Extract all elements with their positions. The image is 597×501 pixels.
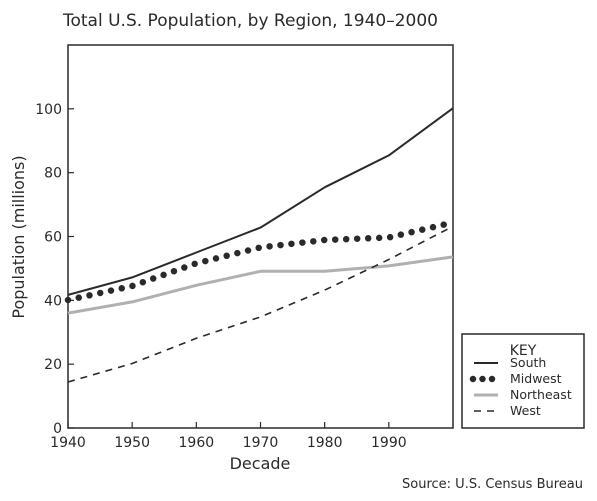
legend-label-south: South [510, 355, 546, 370]
y-tick-label: 40 [44, 293, 62, 309]
y-tick-label: 100 [35, 102, 62, 118]
x-axis-label: Decade [230, 454, 291, 473]
series-line-northeast [67, 255, 454, 315]
x-tick-label: 1940 [50, 435, 86, 451]
series-line-west [67, 225, 454, 383]
series-line-south [67, 107, 454, 296]
x-axis: 1940 1950 1960 1970 1980 1990 [50, 422, 407, 451]
y-tick-label: 60 [44, 230, 62, 246]
y-axis-label: Population (millions) [9, 155, 28, 318]
chart-title: Total U.S. Population, by Region, 1940–2… [62, 11, 438, 31]
y-tick-label: 80 [44, 166, 62, 182]
y-axis: 0 20 40 60 80 100 [35, 102, 74, 437]
y-tick-label: 0 [53, 421, 62, 437]
legend-label-west: West [510, 403, 541, 418]
plot-frame [67, 44, 454, 429]
x-tick-label: 1980 [307, 435, 343, 451]
legend-label-midwest: Midwest [510, 371, 562, 386]
y-tick-label: 20 [44, 357, 62, 373]
x-tick-label: 1970 [243, 435, 279, 451]
x-tick-label: 1960 [179, 435, 215, 451]
x-tick-label: 1990 [371, 435, 407, 451]
series-line-midwest [64, 219, 457, 304]
plot-area [64, 44, 457, 429]
source-note: Source: U.S. Census Bureau [402, 477, 583, 492]
legend-title: KEY [510, 343, 537, 359]
legend-label-northeast: Northeast [510, 387, 572, 402]
series-layer [64, 107, 457, 383]
x-tick-label: 1950 [114, 435, 150, 451]
